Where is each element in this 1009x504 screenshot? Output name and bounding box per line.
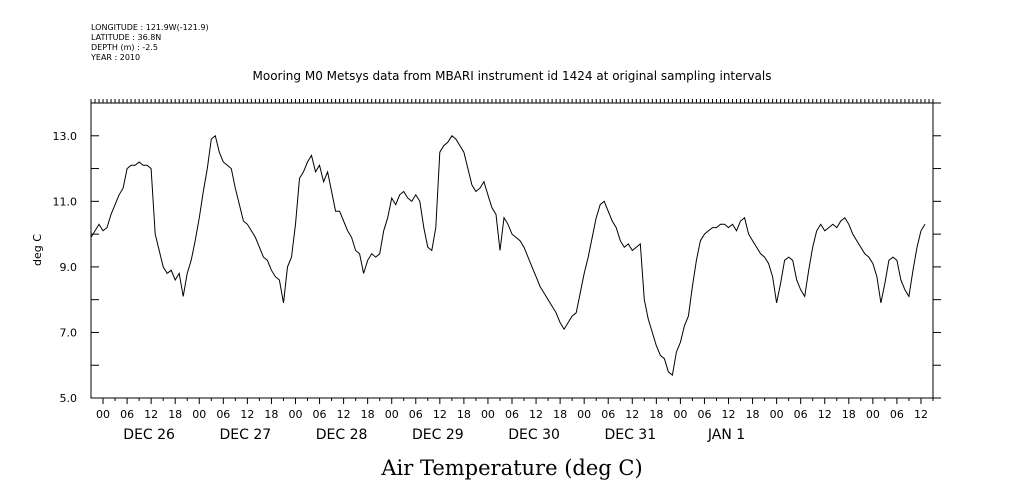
hour-tick-label: 12 [240, 408, 254, 421]
hour-tick-label: 00 [385, 408, 399, 421]
hour-tick-label: 00 [577, 408, 591, 421]
chart-title: Mooring M0 Metsys data from MBARI instru… [253, 69, 772, 83]
day-label: DEC 27 [220, 427, 272, 443]
hour-tick-label: 12 [337, 408, 351, 421]
y-tick-label: 7.0 [60, 326, 78, 339]
hour-tick-labels: 00 06 12 18 00 06 12 18 00 06 12 18 00 06 12 18 00 06 12 18… [96, 408, 928, 421]
day-label: DEC 28 [316, 427, 368, 443]
hour-tick-label: 12 [625, 408, 639, 421]
day-label: DEC 29 [412, 427, 464, 443]
hour-tick-label: 18 [842, 408, 856, 421]
y-tick-label: 9.0 [60, 261, 78, 274]
y-tick-label: 13.0 [53, 130, 78, 143]
hour-tick-label: 00 [288, 408, 302, 421]
hour-tick-label: 18 [264, 408, 278, 421]
hour-tick-label: 00 [192, 408, 206, 421]
hour-tick-label: 18 [553, 408, 567, 421]
hour-tick-label: 18 [746, 408, 760, 421]
y-tick-label: 5.0 [60, 392, 78, 405]
hour-tick-label: 00 [673, 408, 687, 421]
hour-tick-label: 12 [818, 408, 832, 421]
hour-tick-label: 06 [890, 408, 904, 421]
y-axis-ticks [91, 102, 941, 399]
hour-tick-label: 06 [409, 408, 423, 421]
hour-tick-label: 00 [96, 408, 110, 421]
hour-tick-label: 18 [168, 408, 182, 421]
y-axis-label: deg C [31, 234, 44, 266]
day-labels: DEC 26 DEC 27 DEC 28 DEC 29 DEC 30 DEC 31 JAN … [123, 427, 745, 443]
hour-tick-label: 00 [770, 408, 784, 421]
hour-tick-label: 12 [722, 408, 736, 421]
hour-tick-label: 06 [120, 408, 134, 421]
day-label: DEC 26 [123, 427, 175, 443]
hour-tick-label: 12 [914, 408, 928, 421]
hour-tick-label: 06 [216, 408, 230, 421]
air-temperature-series-line [90, 134, 926, 377]
longitude-label: LONGITUDE : 121.9W(-121.9) [91, 23, 209, 32]
hour-tick-label: 06 [697, 408, 711, 421]
hour-tick-label: 18 [649, 408, 663, 421]
hour-tick-label: 06 [794, 408, 808, 421]
hour-tick-label: 18 [361, 408, 375, 421]
year-label: YEAR : 2010 [90, 53, 140, 62]
bottom-ticks [102, 398, 934, 404]
day-label: DEC 30 [508, 427, 560, 443]
latitude-label: LATITUDE : 36.8N [91, 33, 161, 42]
hour-tick-label: 12 [529, 408, 543, 421]
hour-tick-label: 18 [457, 408, 471, 421]
y-tick-label: 11.0 [53, 195, 78, 208]
depth-label: DEPTH (m) : -2.5 [91, 43, 158, 52]
day-label: DEC 31 [604, 427, 656, 443]
hour-tick-label: 06 [505, 408, 519, 421]
hour-tick-label: 12 [144, 408, 158, 421]
top-minor-ticks [90, 99, 934, 103]
y-tick-labels: 5.0 7.0 9.0 11.0 13.0 [53, 130, 78, 405]
x-axis-label: Air Temperature (deg C) [380, 456, 642, 480]
hour-tick-label: 00 [866, 408, 880, 421]
hour-tick-label: 00 [481, 408, 495, 421]
hour-tick-label: 06 [601, 408, 615, 421]
hour-tick-label: 06 [313, 408, 327, 421]
plot-frame [90, 102, 934, 399]
hour-tick-label: 12 [433, 408, 447, 421]
day-label: JAN 1 [707, 427, 745, 443]
